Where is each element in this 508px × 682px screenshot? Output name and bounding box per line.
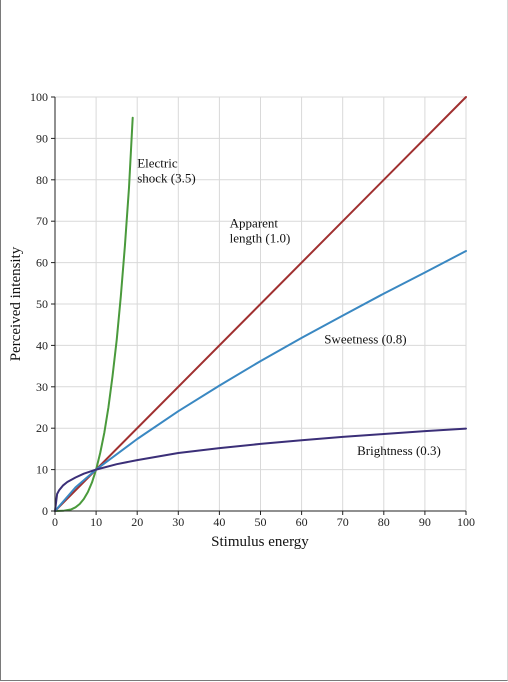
annotation-sweetness: Sweetness (0.8) xyxy=(324,331,406,346)
annotation-line: length (1.0) xyxy=(230,230,291,245)
y-tick-labels: 0 10 20 30 40 50 60 70 80 90 100 xyxy=(30,90,48,518)
y-axis-title: Perceived intensity xyxy=(8,246,24,361)
axes xyxy=(51,96,467,515)
y-tick-label: 30 xyxy=(36,380,48,394)
grid xyxy=(55,96,467,511)
annotation-line: Sweetness (0.8) xyxy=(324,331,406,346)
y-tick-label: 0 xyxy=(42,504,48,518)
x-tick-label: 0 xyxy=(52,515,58,529)
x-axis-title: Stimulus energy xyxy=(211,534,309,550)
annotation-line: Electric xyxy=(137,155,178,170)
y-tick-label: 80 xyxy=(36,173,48,187)
series-layer xyxy=(54,96,467,512)
x-tick-label: 30 xyxy=(172,515,184,529)
x-tick-label: 40 xyxy=(213,515,225,529)
y-tick-label: 40 xyxy=(36,338,48,352)
y-tick-label: 10 xyxy=(36,463,48,477)
x-tick-label: 80 xyxy=(378,515,390,529)
y-tick-label: 90 xyxy=(36,131,48,145)
y-tick-label: 50 xyxy=(36,297,48,311)
x-tick-labels: 0 10 20 30 40 50 60 70 80 90 100 xyxy=(52,515,475,529)
x-tick-label: 10 xyxy=(90,515,102,529)
annotation-line: Brightness (0.3) xyxy=(357,443,441,458)
x-tick-label: 70 xyxy=(337,515,349,529)
x-tick-label: 50 xyxy=(255,515,267,529)
y-tick-label: 20 xyxy=(36,421,48,435)
y-tick-label: 70 xyxy=(36,214,48,228)
y-tick-label: 60 xyxy=(36,256,48,270)
series-line-electric xyxy=(54,116,134,512)
series-line-brightness xyxy=(54,427,467,512)
annotation-brightness: Brightness (0.3) xyxy=(357,443,441,458)
x-tick-label: 100 xyxy=(457,515,475,529)
annotation-line: Apparent xyxy=(230,215,279,230)
y-tick-label: 100 xyxy=(30,90,48,104)
x-tick-label: 60 xyxy=(296,515,308,529)
x-tick-label: 90 xyxy=(419,515,431,529)
series-line-sweetness xyxy=(54,250,467,512)
x-tick-label: 20 xyxy=(131,515,143,529)
series-line-length xyxy=(54,96,467,512)
annotation-line: shock (3.5) xyxy=(137,170,196,185)
